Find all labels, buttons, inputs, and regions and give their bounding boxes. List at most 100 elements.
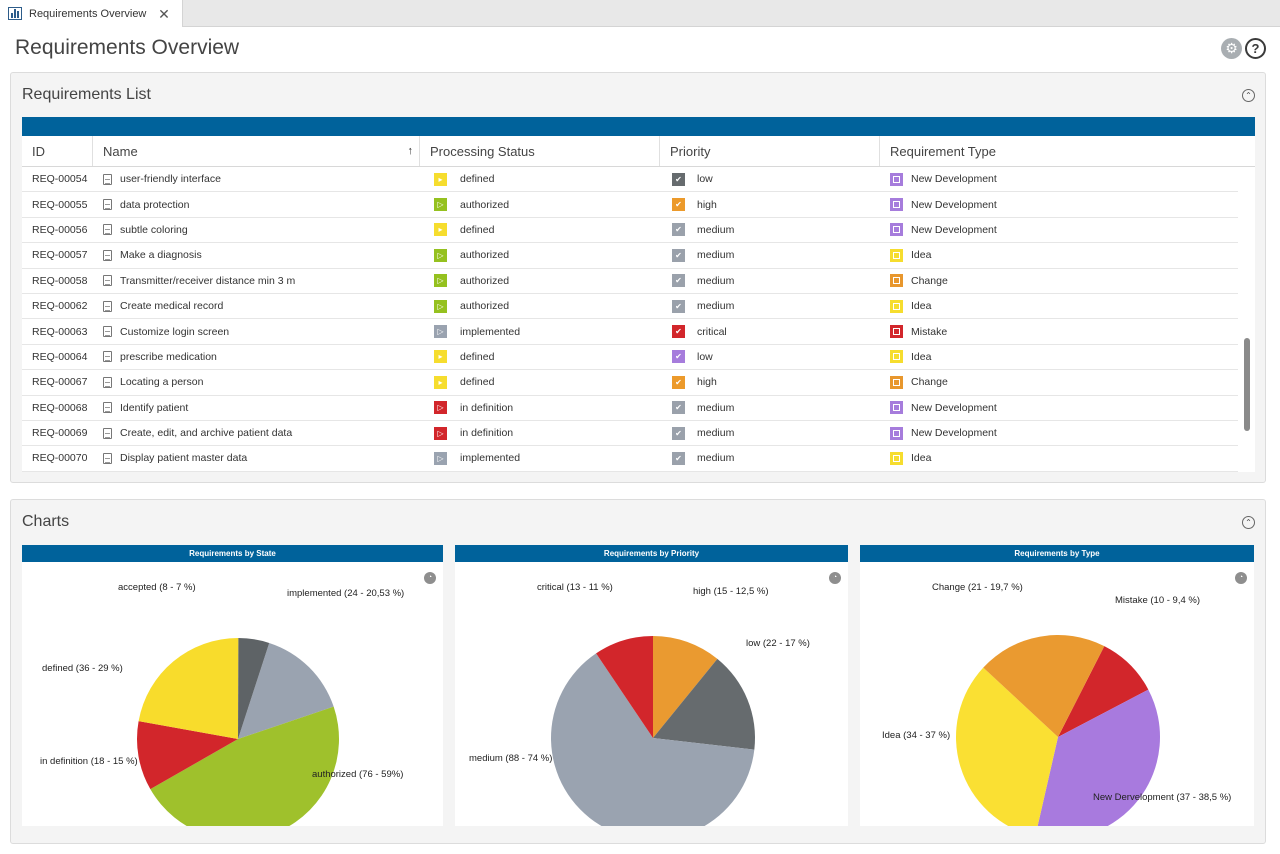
table-row[interactable]: REQ-00054 user-friendly interface ▸ defined… bbox=[22, 167, 1238, 193]
table-row[interactable]: REQ-00062 Create medical record ▷ authorize… bbox=[22, 294, 1238, 320]
column-header-name-label: Name bbox=[103, 143, 138, 159]
panel-title-charts: Charts bbox=[22, 513, 70, 530]
column-header-priority[interactable]: Priority bbox=[660, 136, 880, 166]
cell-status: ▷ in definition bbox=[420, 401, 660, 415]
cell-type-text: Idea bbox=[911, 452, 932, 465]
table-row[interactable]: REQ-00064 prescribe medication ▸ defined ✔ lo… bbox=[22, 345, 1238, 371]
cell-type-text: Idea bbox=[911, 350, 932, 363]
type-icon bbox=[890, 274, 903, 288]
table-row[interactable]: REQ-00055 data protection ▷ authorized ✔ high… bbox=[22, 192, 1238, 218]
pie-slice[interactable] bbox=[596, 636, 653, 738]
pie-slice[interactable] bbox=[1058, 646, 1149, 737]
cell-type: New Development bbox=[880, 401, 1235, 415]
pie-slice[interactable] bbox=[136, 721, 238, 790]
cell-priority: ✔ high bbox=[660, 198, 880, 212]
chart-options-icon[interactable]: ◔ bbox=[1235, 572, 1247, 584]
cell-status: ▷ implemented bbox=[420, 451, 660, 465]
priority-check-icon: ✔ bbox=[672, 198, 685, 212]
cell-id: REQ-00056 bbox=[32, 223, 88, 236]
priority-check-icon: ✔ bbox=[672, 350, 685, 364]
priority-check-icon: ✔ bbox=[672, 274, 685, 288]
pie-slice[interactable] bbox=[551, 653, 755, 826]
chart-options-icon[interactable]: ◔ bbox=[424, 572, 436, 584]
column-header-type[interactable]: Requirement Type bbox=[890, 143, 996, 159]
pie-slice-label: low (22 - 17 %) bbox=[746, 638, 810, 649]
cell-priority: ✔ medium bbox=[660, 401, 880, 415]
requirements-table: ID Name ↑ Processing Status Priority Requ… bbox=[22, 117, 1255, 472]
type-icon bbox=[890, 451, 903, 465]
table-row[interactable]: REQ-00069 Create, edit, and archive patie… bbox=[22, 421, 1238, 447]
pie-chart-state: implemented (24 - 20,53 %) authorized (76… bbox=[40, 582, 404, 826]
cell-priority: ✔ medium bbox=[660, 299, 880, 313]
cell-name: Locating a person bbox=[93, 376, 420, 388]
table-row[interactable]: REQ-00068 Identify patient ▷ in definition ✔… bbox=[22, 396, 1238, 421]
document-icon bbox=[103, 173, 112, 185]
column-header-status[interactable]: Processing Status bbox=[420, 136, 660, 166]
collapse-icon[interactable]: ⌃ bbox=[1242, 89, 1255, 102]
cell-status: ▸ defined bbox=[420, 172, 660, 186]
document-icon bbox=[103, 452, 112, 464]
table-row[interactable]: REQ-00063 Customize login screen ▷ implemen… bbox=[22, 319, 1238, 345]
cell-name: Customize login screen bbox=[93, 326, 420, 338]
pie-slice[interactable] bbox=[138, 637, 239, 739]
table-row[interactable]: REQ-00067 Locating a person ▸ defined ✔ high C… bbox=[22, 370, 1238, 396]
table-scrollbar[interactable] bbox=[1244, 338, 1250, 431]
type-icon bbox=[890, 426, 903, 440]
type-icon bbox=[890, 325, 903, 339]
tab-requirements-overview[interactable]: Requirements Overview ✕ bbox=[0, 0, 183, 27]
cell-name: Identify patient bbox=[93, 402, 420, 414]
cell-priority-text: medium bbox=[697, 300, 735, 313]
document-icon bbox=[103, 326, 112, 338]
pie-slice[interactable] bbox=[1035, 689, 1161, 826]
help-icon[interactable]: ? bbox=[1245, 38, 1266, 59]
cell-type-text: New Development bbox=[911, 401, 997, 414]
table-row[interactable]: REQ-00057 Make a diagnosis ▷ authorized ✔ med… bbox=[22, 243, 1238, 269]
cell-type: Idea bbox=[880, 350, 1235, 364]
pie-slice[interactable] bbox=[956, 667, 1058, 826]
table-row[interactable]: REQ-00058 Transmitter/receiver distance m… bbox=[22, 269, 1238, 294]
status-icon: ▸ bbox=[434, 375, 447, 389]
requirements-list-panel: Requirements List ⌃ ID Name ↑ Processing … bbox=[10, 72, 1266, 483]
cell-status: ▸ defined bbox=[420, 223, 660, 237]
type-icon bbox=[890, 198, 903, 212]
type-icon bbox=[890, 299, 903, 313]
document-icon bbox=[103, 300, 112, 312]
cell-priority: ✔ medium bbox=[660, 274, 880, 288]
cell-type: New Development bbox=[880, 223, 1235, 237]
cell-id: REQ-00067 bbox=[32, 376, 88, 389]
cell-id: REQ-00068 bbox=[32, 401, 88, 414]
column-header-name[interactable]: Name ↑ bbox=[93, 136, 420, 166]
collapse-icon[interactable]: ⌃ bbox=[1242, 516, 1255, 529]
cell-status: ▷ authorized bbox=[420, 198, 660, 212]
cell-name: Make a diagnosis bbox=[93, 249, 420, 261]
table-row[interactable]: REQ-00056 subtle coloring ▸ defined ✔ medium N… bbox=[22, 218, 1238, 244]
cell-status: ▸ defined bbox=[420, 375, 660, 389]
cell-priority-text: medium bbox=[697, 452, 735, 465]
gear-icon[interactable]: ⚙ bbox=[1221, 38, 1242, 59]
pie-slice-label: Mistake (10 - 9,4 %) bbox=[1115, 595, 1200, 606]
pie-slice-label: implemented (24 - 20,53 %) bbox=[287, 588, 404, 599]
close-icon[interactable]: ✕ bbox=[158, 5, 170, 22]
pie-slice[interactable] bbox=[983, 635, 1105, 737]
cell-type: New Development bbox=[880, 172, 1235, 186]
column-header-id[interactable]: ID bbox=[22, 136, 93, 166]
pie-slice[interactable] bbox=[238, 638, 270, 739]
cell-id: REQ-00069 bbox=[32, 427, 88, 440]
status-icon: ▷ bbox=[434, 401, 447, 415]
table-row[interactable]: REQ-00070 Display patient master data ▷ imp… bbox=[22, 446, 1238, 472]
pie-slice[interactable] bbox=[150, 706, 340, 826]
cell-name-text: Display patient master data bbox=[120, 452, 248, 465]
cell-priority: ✔ low bbox=[660, 350, 880, 364]
cell-id: REQ-00058 bbox=[32, 274, 88, 287]
priority-check-icon: ✔ bbox=[672, 375, 685, 389]
cell-name-text: Create, edit, and archive patient data bbox=[120, 427, 293, 440]
chart-options-icon[interactable]: ◔ bbox=[829, 572, 841, 584]
cell-type: Mistake bbox=[880, 325, 1235, 339]
pie-slice-label: critical (13 - 11 %) bbox=[537, 582, 613, 593]
cell-name: Create medical record bbox=[93, 300, 420, 312]
cell-type-text: New Development bbox=[911, 427, 997, 440]
cell-priority: ✔ low bbox=[660, 172, 880, 186]
pie-slice[interactable] bbox=[238, 642, 334, 739]
pie-slice[interactable] bbox=[653, 636, 718, 738]
pie-slice[interactable] bbox=[653, 658, 756, 750]
